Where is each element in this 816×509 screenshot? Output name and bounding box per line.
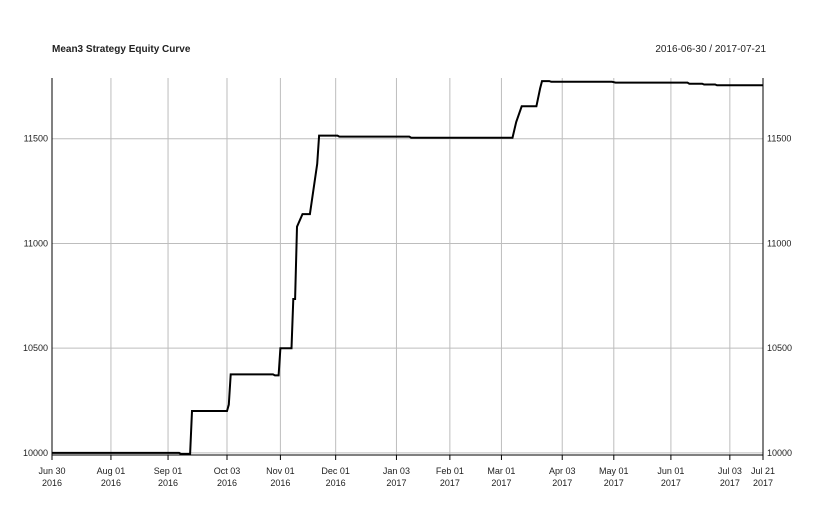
x-tick-label: Oct 03 (214, 466, 241, 476)
y-tick-label-right: 10000 (767, 448, 792, 458)
chart-title: Mean3 Strategy Equity Curve (52, 44, 191, 55)
x-tick-year: 2017 (720, 478, 740, 488)
tick-labels: Jun 30 2016 Aug 01 2016 Sep 01 2016 Oct 03 2016… (23, 134, 792, 488)
x-tick-year: 2016 (101, 478, 121, 488)
x-tick-label: Apr 03 (549, 466, 576, 476)
y-tick-label-left: 10000 (23, 448, 48, 458)
x-tick-label: Jun 30 (38, 466, 65, 476)
x-tick-year: 2016 (158, 478, 178, 488)
y-tick-label-left: 11000 (24, 238, 48, 248)
x-tick-label: Dec 01 (321, 466, 350, 476)
x-tick-label: Jan 03 (383, 466, 410, 476)
x-tick-year: 2017 (661, 478, 681, 488)
x-tick-year: 2016 (270, 478, 290, 488)
x-tick-year: 2017 (552, 478, 572, 488)
date-range: 2016-06-30 / 2017-07-21 (655, 44, 766, 55)
grid (51, 78, 764, 455)
x-tick-label: May 01 (599, 466, 629, 476)
x-tick-label: Aug 01 (97, 466, 126, 476)
x-tick-year: 2017 (440, 478, 460, 488)
x-tick-label: Nov 01 (266, 466, 295, 476)
equity-series-line (52, 80, 763, 455)
x-tick-label: Mar 01 (487, 466, 515, 476)
x-tick-year: 2016 (217, 478, 237, 488)
x-tick-label: Jun 01 (657, 466, 684, 476)
y-tick-label-right: 11000 (767, 238, 791, 248)
y-tick-label-right: 11500 (767, 134, 791, 144)
x-tick-year: 2017 (604, 478, 624, 488)
x-tick-label: Feb 01 (436, 466, 464, 476)
x-tick-label: Jul 21 (751, 466, 775, 476)
y-tick-label-left: 11500 (24, 134, 48, 144)
x-tick-year: 2017 (491, 478, 511, 488)
x-tick-label: Jul 03 (718, 466, 742, 476)
y-tick-label-right: 10500 (767, 343, 792, 353)
y-tick-label-left: 10500 (23, 343, 48, 353)
x-tick-year: 2017 (386, 478, 406, 488)
series-layer (52, 80, 763, 455)
x-tick-label: Sep 01 (154, 466, 183, 476)
axes (51, 78, 764, 460)
x-tick-year: 2016 (326, 478, 346, 488)
x-tick-year: 2017 (753, 478, 773, 488)
x-tick-year: 2016 (42, 478, 62, 488)
